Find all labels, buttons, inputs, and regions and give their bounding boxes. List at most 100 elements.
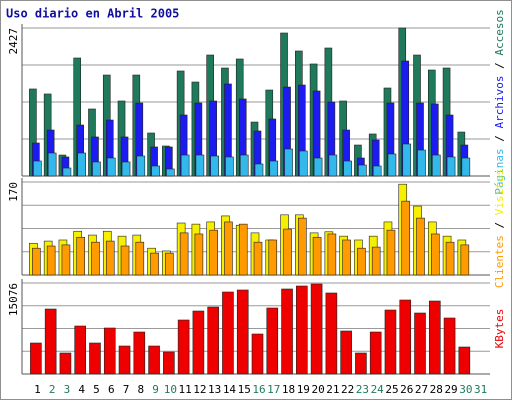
bar [33,160,42,177]
bar [268,239,278,276]
bar [416,217,425,276]
bar [430,233,440,276]
x-tick-label: 17 [267,383,280,396]
x-tick-label: 6 [108,383,115,396]
x-tick-label: 23 [356,383,369,396]
bar [284,148,293,177]
bar [46,245,56,276]
bar [310,283,323,375]
bar [371,246,381,276]
bar [417,149,426,177]
bar [443,317,456,375]
x-tick-label: 7 [123,383,130,396]
bar [313,157,323,177]
bar [372,165,382,177]
x-tick-label: 19 [297,383,310,396]
legend-entry: Clientes [493,235,506,288]
legend-separator: / [493,215,506,235]
bar [224,221,233,276]
x-tick-label: 8 [137,383,144,396]
bar [61,244,71,276]
bar [30,342,42,375]
bar [312,236,322,276]
bar [118,345,131,375]
bar [151,165,160,177]
bar [62,167,72,177]
x-tick-label: 31 [474,383,487,396]
bar [369,331,382,375]
bar [133,331,146,375]
bar [225,156,234,177]
bar [281,288,293,375]
bar [236,289,249,375]
bar [460,244,470,276]
bar [327,233,337,276]
bar [401,200,411,276]
bar [298,217,307,276]
legend: Clientes / Visitas [493,169,506,288]
bar [106,157,116,177]
x-tick-label: 16 [252,383,265,396]
bar [343,160,352,177]
bar [59,352,72,375]
legend-entry: KBytes [493,309,506,349]
bar [180,154,190,177]
bar [458,346,471,375]
x-tick-label: 11 [179,383,192,396]
bar [296,285,308,375]
bar [194,233,204,276]
x-tick-label: 18 [282,383,295,396]
bar [92,161,101,177]
bar [195,154,205,177]
bar [165,252,174,276]
bar [342,239,351,276]
x-tick-label: 26 [400,383,413,396]
bar [47,152,57,177]
bar [74,325,87,375]
legend: Páginas / Archivos / Accesos [493,9,506,194]
bar [387,153,397,177]
bar [150,252,159,276]
x-tick-label: 25 [385,383,398,396]
bar [163,351,175,375]
bar [77,152,87,177]
x-tick-label: 9 [152,383,159,396]
x-tick-label: 10 [164,383,177,396]
bar [461,157,471,177]
bar [222,291,234,375]
bar [358,164,367,177]
y-tick-label: 170 [7,182,20,202]
bar [209,229,218,276]
bar [328,154,338,177]
bar [121,161,131,177]
y-tick-label: 15076 [7,283,20,316]
x-tick-label: 29 [444,383,457,396]
bar [254,163,264,177]
bar [210,155,219,177]
legend-entry: Visitas [493,169,506,215]
bar [445,241,455,276]
bar [239,154,249,177]
legend-entry: Archivos [493,76,506,129]
legend-entry: Accesos [493,9,506,55]
bar [428,300,441,375]
x-tick-label: 13 [208,383,221,396]
x-tick-label: 3 [64,383,71,396]
x-tick-label: 5 [93,383,100,396]
x-tick-label: 1 [34,383,41,396]
bar [269,160,279,177]
bar [446,156,456,177]
x-tick-label: 15 [238,383,251,396]
bar [91,241,100,276]
bar [148,345,160,375]
bar [266,307,279,375]
bar [120,245,130,276]
x-tick-label: 28 [430,383,443,396]
x-tick-label: 24 [371,383,385,396]
bar [355,352,367,375]
x-tick-label: 20 [311,383,324,396]
x-tick-label: 22 [341,383,354,396]
bar [251,333,264,375]
bar [340,330,352,375]
